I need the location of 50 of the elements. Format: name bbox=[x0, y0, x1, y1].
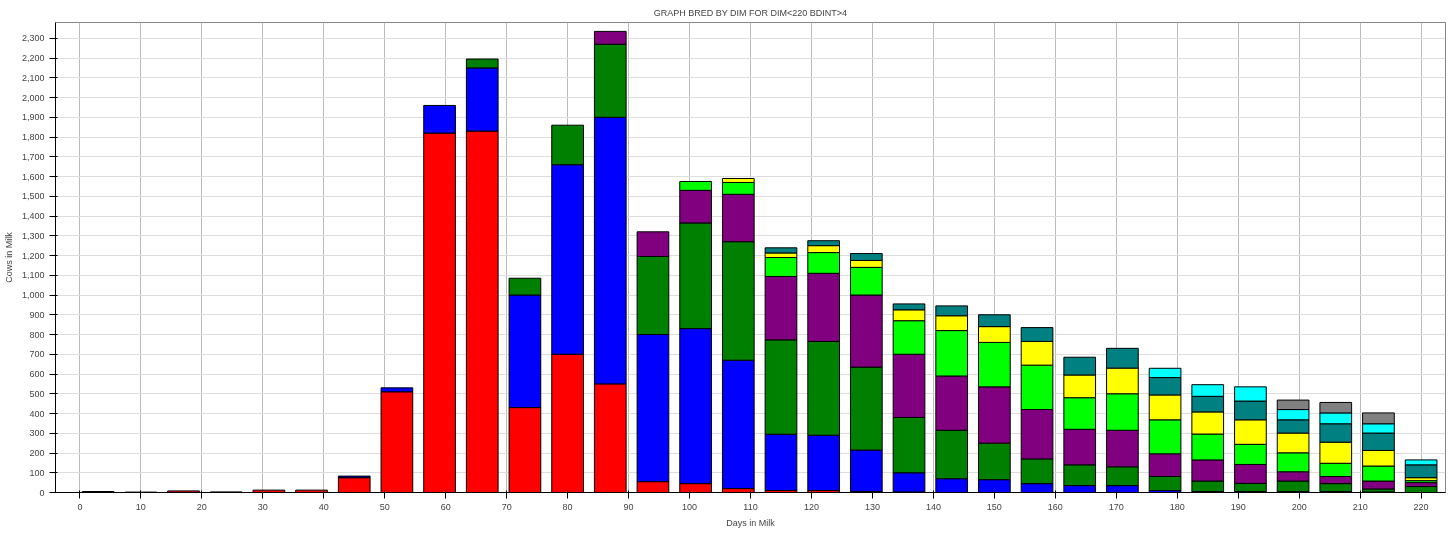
x-tick-label: 200 bbox=[1291, 501, 1307, 512]
x-tick-label: 150 bbox=[986, 501, 1002, 512]
x-tick-label: 10 bbox=[135, 501, 146, 512]
x-tick-label: 50 bbox=[379, 501, 390, 512]
y-tick-label: 1,400 bbox=[21, 211, 45, 222]
x-tick-label: 220 bbox=[1413, 501, 1429, 512]
y-tick-label: 0 bbox=[39, 487, 45, 498]
y-tick-label: 1,700 bbox=[21, 151, 45, 162]
x-tick-label: 160 bbox=[1047, 501, 1063, 512]
x-tick-label: 210 bbox=[1352, 501, 1368, 512]
x-tick-label: 70 bbox=[501, 501, 512, 512]
x-axis-title: Days in Milk bbox=[726, 517, 776, 528]
x-tick-label: 80 bbox=[562, 501, 573, 512]
x-tick-label: 120 bbox=[803, 501, 819, 512]
y-tick-label: 800 bbox=[29, 329, 45, 340]
y-tick-label: 100 bbox=[29, 467, 45, 478]
x-tick-label: 20 bbox=[196, 501, 207, 512]
y-tick-label: 2,000 bbox=[21, 92, 45, 103]
y-axis-title: Cows in Milk bbox=[3, 231, 14, 283]
chart-title: GRAPH BRED BY DIM FOR DIM<220 BDINT>4 bbox=[653, 7, 848, 18]
x-tick-label: 30 bbox=[257, 501, 268, 512]
x-tick-label: 0 bbox=[77, 501, 83, 512]
x-tick-label: 100 bbox=[682, 501, 698, 512]
y-tick-label: 2,300 bbox=[21, 33, 45, 44]
y-tick-label: 2,100 bbox=[21, 72, 45, 83]
y-tick-label: 400 bbox=[29, 408, 45, 419]
y-tick-label: 1,900 bbox=[21, 112, 45, 123]
y-tick-label: 700 bbox=[29, 349, 45, 360]
y-tick-label: 1,200 bbox=[21, 250, 45, 261]
x-tick-label: 190 bbox=[1230, 501, 1246, 512]
x-tick-label: 180 bbox=[1169, 501, 1185, 512]
y-tick-label: 500 bbox=[29, 388, 45, 399]
x-tick-label: 90 bbox=[623, 501, 634, 512]
x-tick-label: 140 bbox=[925, 501, 941, 512]
y-tick-label: 1,100 bbox=[21, 270, 45, 281]
y-tick-label: 1,800 bbox=[21, 132, 45, 143]
y-tick-label: 600 bbox=[29, 369, 45, 380]
y-tick-label: 1,500 bbox=[21, 191, 45, 202]
y-tick-label: 300 bbox=[29, 428, 45, 439]
y-tick-label: 1,000 bbox=[21, 290, 45, 301]
x-tick-label: 60 bbox=[440, 501, 451, 512]
x-tick-label: 130 bbox=[864, 501, 880, 512]
x-tick-label: 170 bbox=[1108, 501, 1124, 512]
x-tick-label: 40 bbox=[318, 501, 329, 512]
y-tick-label: 1,300 bbox=[21, 230, 45, 241]
y-tick-label: 2,200 bbox=[21, 53, 45, 64]
y-tick-label: 200 bbox=[29, 448, 45, 458]
y-tick-label: 1,600 bbox=[21, 171, 45, 182]
x-tick-label: 110 bbox=[743, 501, 758, 512]
y-tick-label: 900 bbox=[29, 309, 45, 320]
